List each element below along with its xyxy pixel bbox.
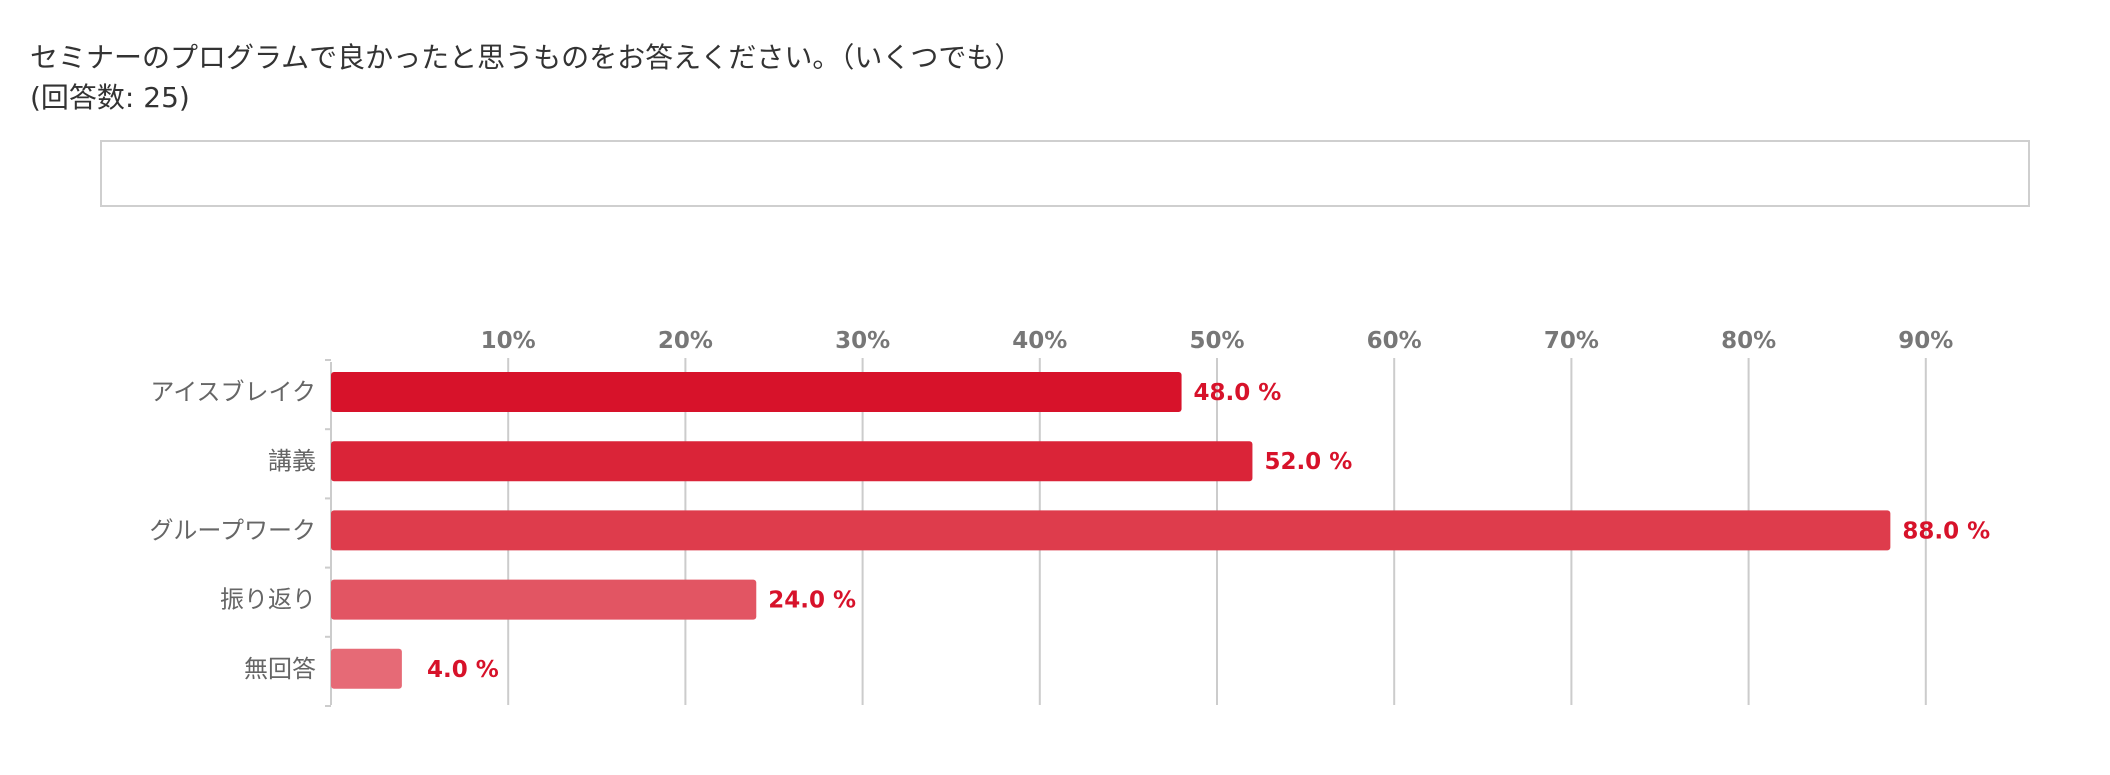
empty-box: [100, 140, 2030, 207]
bar: [331, 579, 757, 620]
answer-count: (回答数: 25): [30, 81, 190, 114]
bar: [331, 510, 1891, 551]
value-label: 24.0 %: [768, 588, 856, 614]
question-text: セミナーのプログラムで良かったと思うものをお答えください。（いくつでも）: [30, 41, 1023, 74]
x-tick-label: 40%: [1012, 328, 1067, 354]
x-tick-label: 80%: [1721, 328, 1776, 354]
category-label: 講義: [268, 447, 316, 475]
x-tick-label: 50%: [1189, 328, 1244, 354]
category-label: アイスブレイク: [150, 378, 316, 406]
x-tick-label: 60%: [1367, 328, 1422, 354]
bar: [331, 441, 1253, 482]
category-label: 無回答: [244, 655, 316, 683]
x-tick-label: 90%: [1898, 328, 1953, 354]
x-tick-label: 10%: [481, 328, 536, 354]
category-label: 振り返り: [220, 586, 316, 614]
bar: [331, 648, 402, 689]
x-tick-label: 20%: [658, 328, 713, 354]
category-label: グループワーク: [149, 516, 316, 544]
x-tick-label: 70%: [1544, 328, 1599, 354]
value-label: 4.0 %: [427, 657, 499, 683]
value-label: 48.0 %: [1194, 380, 1282, 406]
x-tick-label: 30%: [835, 328, 890, 354]
bar: [331, 372, 1182, 412]
value-label: 88.0 %: [1902, 518, 1990, 544]
value-label: 52.0 %: [1264, 449, 1352, 475]
